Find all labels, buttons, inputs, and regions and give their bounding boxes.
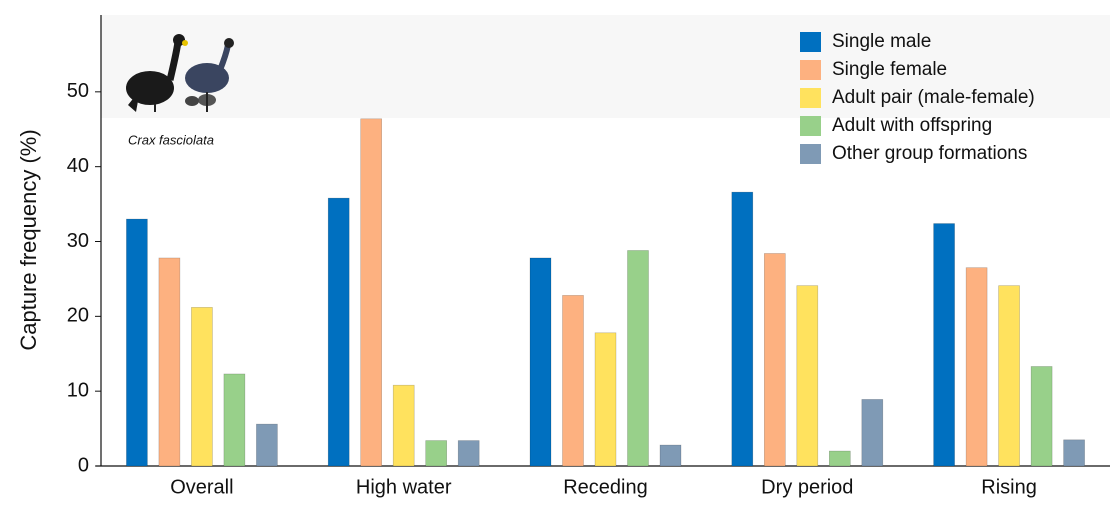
legend-swatch [800,32,821,52]
bar [628,250,649,466]
bar [797,286,818,466]
bar [458,441,479,466]
legend-label: Single male [832,31,931,52]
bar [999,286,1020,466]
legend-swatch [800,144,821,164]
bar [126,219,147,466]
y-tick-label: 30 [67,230,89,252]
legend-label: Adult pair (male-female) [832,87,1035,108]
bar [563,295,584,466]
bar [595,333,616,466]
x-tick-label: Dry period [761,476,853,498]
y-tick-label: 10 [67,379,89,401]
bar [764,253,785,466]
bar [1031,366,1052,466]
bar [393,385,414,466]
y-tick-label: 50 [67,80,89,102]
bar [966,268,987,466]
x-tick-label: Receding [563,476,648,498]
y-tick-label: 0 [78,454,89,476]
bar [426,441,447,466]
legend-swatch [800,88,821,108]
legend-label: Adult with offspring [832,115,992,136]
y-tick-label: 40 [67,155,89,177]
bar [829,451,850,466]
bar [328,198,349,466]
bar [361,119,382,466]
chart: Crax fasciolata Capture frequency (%) 0 1… [0,0,1110,504]
bar [862,399,883,466]
bar [1064,440,1085,466]
bar [159,258,180,466]
legend-swatch [800,60,821,80]
bar [530,258,551,466]
legend-swatch [800,116,821,136]
x-tick-label: High water [356,476,452,498]
legend-label: Single female [832,59,947,80]
y-tick-label: 20 [67,305,89,327]
annotation: Crax fasciolata [128,132,214,147]
bar [732,192,753,466]
bar [224,374,245,466]
legend-label: Other group formations [832,143,1027,164]
x-tick-label: Rising [981,476,1037,498]
bar [191,307,212,466]
y-axis-label: Capture frequency (%) [16,129,41,350]
x-tick-label: Overall [170,476,233,498]
bar [934,224,955,466]
bar [256,424,277,466]
bar [660,445,681,466]
